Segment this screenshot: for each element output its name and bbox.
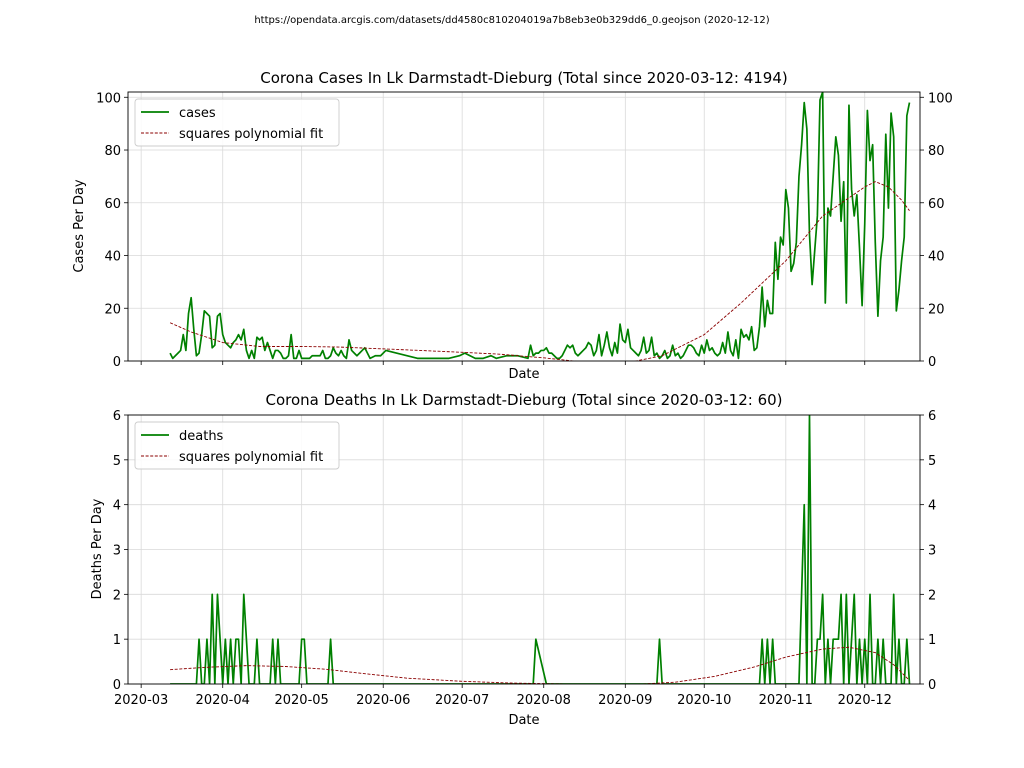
deaths-y-tick-label: 3 (113, 544, 121, 559)
deaths-series-group (170, 415, 911, 684)
deaths-x-tick-label: 2020-09 (598, 693, 652, 708)
deaths-x-tick-label: 2020-04 (196, 693, 250, 708)
deaths-legend-label: squares polynomial fit (179, 450, 323, 465)
deaths-data-line (170, 415, 911, 684)
deaths-y-axis-label: Deaths Per Day (90, 498, 105, 599)
deaths-x-axis-label: Date (508, 713, 539, 728)
deaths-y-tick-label: 6 (113, 409, 121, 424)
deaths-y-tick-label-right: 6 (928, 409, 936, 424)
deaths-y-tick-label-right: 4 (928, 499, 936, 514)
cases-y-tick-label-right: 40 (928, 250, 945, 265)
cases-y-tick-label: 100 (96, 91, 121, 106)
cases-y-tick-label: 20 (104, 302, 121, 317)
cases-legend-box (134, 98, 340, 147)
deaths-x-tick-label: 2020-03 (114, 693, 168, 708)
deaths-x-tick-label: 2020-12 (838, 693, 892, 708)
deaths-axes-frame (127, 414, 921, 685)
deaths-y-tick-label-right: 1 (928, 633, 936, 648)
cases-fit-line (169, 181, 910, 361)
deaths-y-tick-label: 4 (113, 499, 121, 514)
cases-series-group (169, 92, 911, 361)
cases-data-line (169, 92, 911, 360)
source-url: https://opendata.arcgis.com/datasets/dd4… (254, 15, 769, 26)
deaths-y-tick-label-right: 2 (928, 588, 936, 603)
deaths-chart-title: Corona Deaths In Lk Darmstadt-Dieburg (T… (265, 391, 782, 409)
deaths-legend: deaths squares polynomial fit (134, 421, 340, 470)
deaths-x-tick-label: 2020-05 (274, 693, 328, 708)
cases-x-axis-label: Date (508, 367, 539, 382)
cases-legend-label: squares polynomial fit (179, 127, 323, 142)
cases-y-tick-label: 40 (104, 250, 121, 265)
cases-y-tick-label-right: 80 (928, 144, 945, 159)
cases-y-tick-label-right: 100 (928, 91, 953, 106)
deaths-y-tick-label-right: 5 (928, 454, 936, 469)
deaths-y-tick-label: 0 (113, 678, 121, 693)
deaths-x-tick-label: 2020-08 (517, 693, 571, 708)
deaths-y-tick-label: 2 (113, 588, 121, 603)
deaths-x-tick-label: 2020-11 (759, 693, 813, 708)
cases-y-tick-label-right: 60 (928, 197, 945, 212)
deaths-plot: Corona Deaths In Lk Darmstadt-Dieburg (T… (90, 391, 936, 728)
cases-y-tick-label-right: 20 (928, 302, 945, 317)
deaths-y-tick-label: 5 (113, 454, 121, 469)
deaths-y-tick-label-right: 3 (928, 544, 936, 559)
deaths-legend-label: deaths (179, 429, 224, 444)
cases-grid (128, 92, 920, 362)
cases-chart-title: Corona Cases In Lk Darmstadt-Dieburg (To… (260, 69, 787, 87)
deaths-y-tick-label-right: 0 (928, 678, 936, 693)
cases-axes-frame (127, 91, 921, 362)
cases-plot: Corona Cases In Lk Darmstadt-Dieburg (To… (72, 69, 953, 382)
cases-legend-label: cases (179, 106, 216, 121)
deaths-x-tick-label: 2020-07 (435, 693, 489, 708)
deaths-x-tick-label: 2020-06 (356, 693, 410, 708)
cases-y-tick-label: 0 (113, 355, 121, 370)
cases-y-tick-label-right: 0 (928, 355, 936, 370)
deaths-x-tick-label: 2020-10 (677, 693, 731, 708)
deaths-legend-box (134, 421, 340, 470)
deaths-fit-line (170, 646, 910, 684)
cases-y-tick-label: 80 (104, 144, 121, 159)
cases-y-tick-label: 60 (104, 197, 121, 212)
cases-legend: cases squares polynomial fit (134, 98, 340, 147)
deaths-y-tick-label: 1 (113, 633, 121, 648)
cases-y-axis-label: Cases Per Day (72, 179, 87, 273)
